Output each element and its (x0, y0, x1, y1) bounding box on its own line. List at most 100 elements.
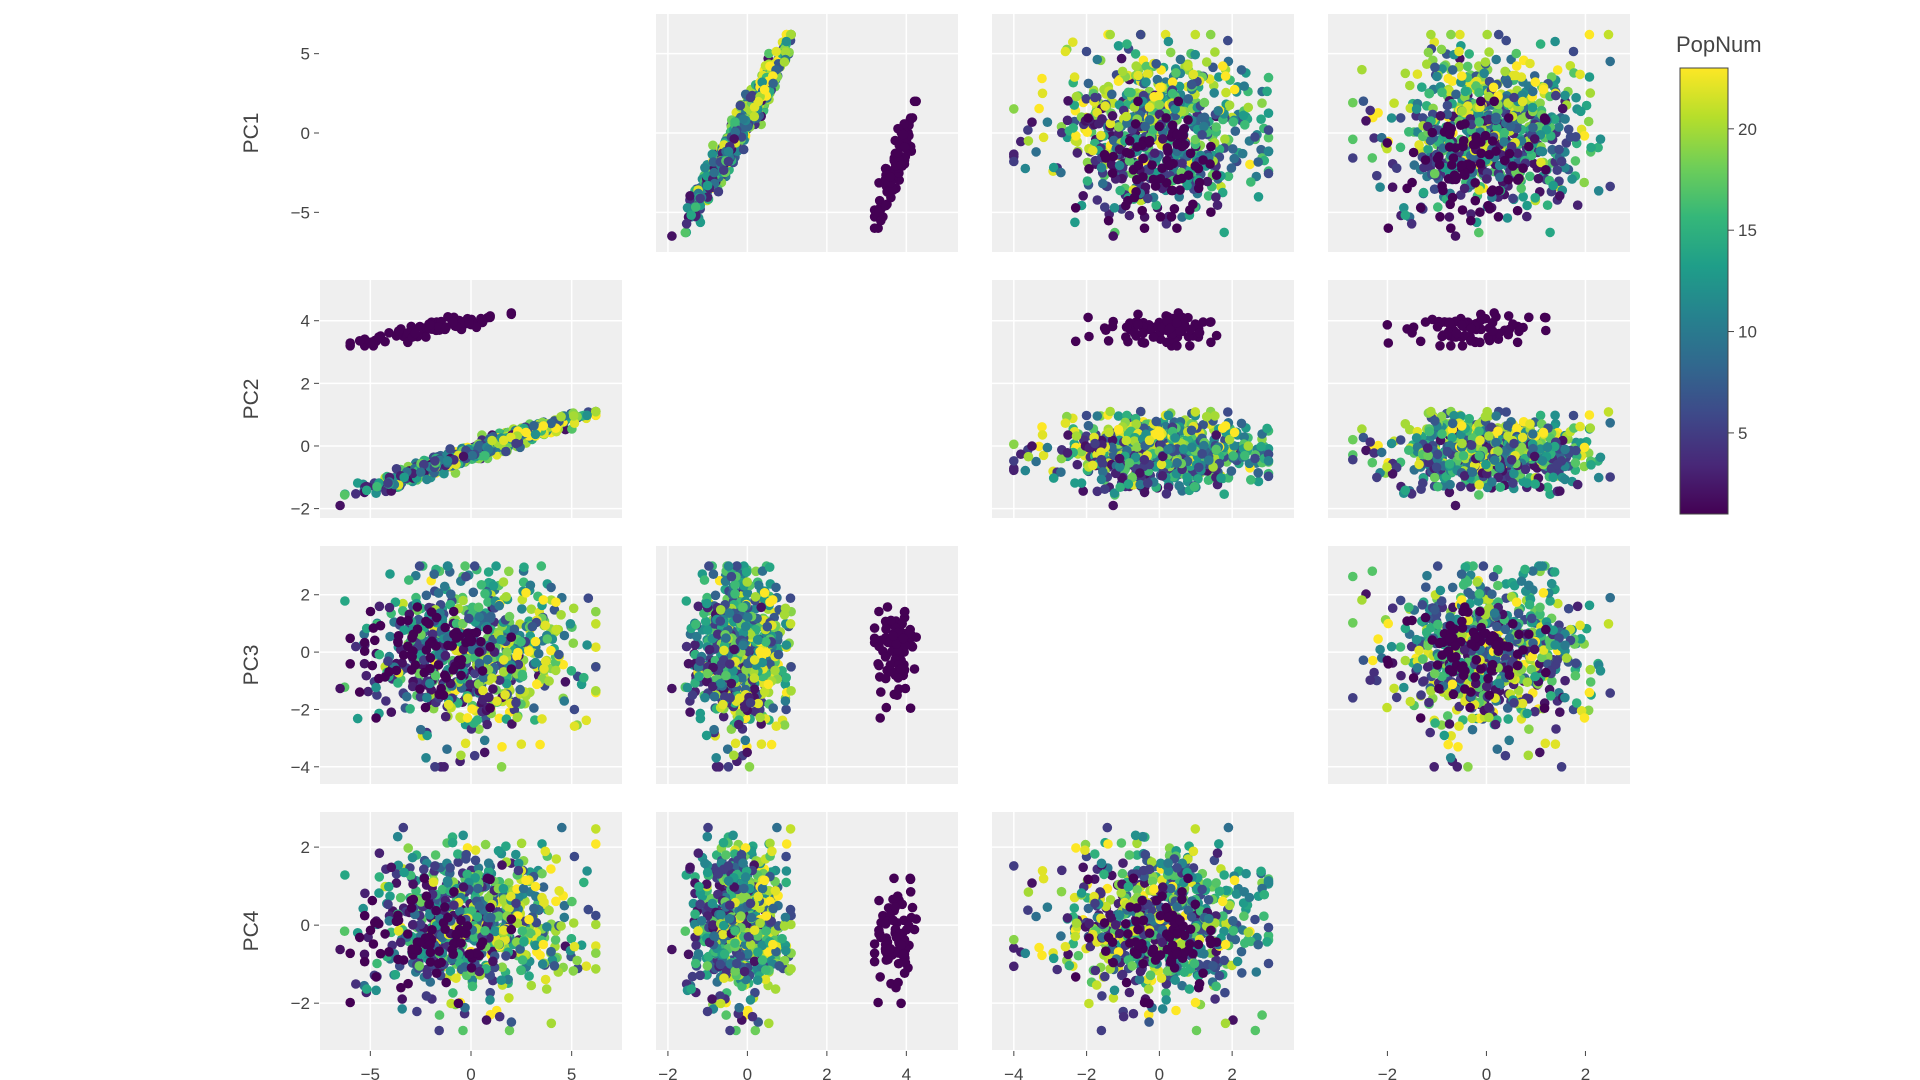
data-point (1253, 192, 1264, 202)
data-point (1042, 442, 1053, 453)
data-point (1088, 460, 1098, 471)
data-point (1535, 410, 1546, 421)
data-point (381, 696, 391, 706)
data-point (1525, 58, 1535, 69)
data-point (1400, 419, 1411, 429)
data-point (485, 311, 496, 321)
data-point (1037, 422, 1047, 432)
data-point (1550, 36, 1560, 47)
data-point (1365, 437, 1375, 447)
data-point (1100, 484, 1110, 495)
data-point (354, 336, 365, 346)
data-point (440, 711, 451, 722)
data-point (1556, 156, 1567, 167)
data-point (1193, 474, 1203, 484)
data-point (1223, 171, 1234, 182)
data-point (873, 223, 883, 233)
data-point (1100, 101, 1110, 111)
data-point (1229, 84, 1240, 95)
data-point (1177, 212, 1187, 222)
data-point (1414, 140, 1424, 150)
data-point (690, 202, 701, 212)
data-point (1493, 212, 1504, 222)
data-point (1435, 212, 1445, 222)
data-point (1484, 47, 1494, 57)
data-point (1081, 46, 1092, 57)
data-point (469, 750, 480, 761)
data-point (1436, 44, 1447, 55)
data-point (707, 149, 718, 160)
data-point (1386, 113, 1397, 123)
data-point (1253, 476, 1264, 487)
data-point (1579, 131, 1590, 141)
data-point (384, 328, 394, 338)
data-point (1221, 87, 1231, 98)
data-point (467, 450, 478, 461)
data-point (1454, 46, 1464, 57)
data-point (374, 649, 385, 660)
data-point (1407, 177, 1417, 188)
data-point (1144, 135, 1155, 146)
data-point (1499, 155, 1510, 166)
data-point (1509, 92, 1519, 103)
data-point (680, 227, 691, 238)
data-point (1457, 106, 1467, 116)
data-point (393, 326, 404, 336)
data-point (361, 485, 372, 496)
data-point (1525, 171, 1535, 182)
data-point (1522, 478, 1532, 488)
data-point (1107, 89, 1117, 100)
data-point (1206, 337, 1216, 348)
data-point (1522, 200, 1532, 211)
data-point (1121, 200, 1131, 211)
data-point (1524, 141, 1534, 152)
data-point (1586, 142, 1596, 153)
data-point (1131, 419, 1141, 430)
data-point (1107, 168, 1118, 178)
data-point (340, 596, 350, 606)
data-point (1263, 168, 1274, 179)
data-point (1480, 57, 1491, 67)
data-point (1593, 186, 1604, 196)
data-point (1220, 421, 1231, 431)
data-point (335, 500, 345, 511)
data-point (1246, 475, 1256, 485)
data-point (1417, 82, 1427, 92)
data-point (1009, 156, 1019, 167)
data-point (1027, 441, 1037, 451)
data-point (1100, 202, 1110, 212)
data-point (1185, 341, 1195, 351)
data-point (1151, 200, 1161, 210)
data-point (1570, 156, 1581, 166)
data-point (439, 468, 449, 479)
data-point (1518, 163, 1528, 173)
data-point (1500, 66, 1510, 77)
data-point (1560, 474, 1570, 485)
data-point (1470, 178, 1480, 188)
data-point (1138, 328, 1148, 339)
data-point (1056, 467, 1066, 478)
data-point (1212, 200, 1223, 210)
data-point (1076, 478, 1087, 488)
data-point (1210, 47, 1220, 57)
data-point (1161, 489, 1172, 499)
data-point (1501, 35, 1511, 46)
data-point (1419, 162, 1429, 173)
data-point (1510, 70, 1521, 81)
data-point (422, 730, 433, 741)
data-point (1158, 451, 1168, 462)
data-point (1082, 176, 1093, 186)
data-point (1535, 39, 1546, 49)
data-point (1466, 440, 1477, 451)
data-point (383, 478, 393, 488)
data-point (1555, 191, 1565, 201)
data-point (1581, 100, 1592, 111)
data-point (1445, 479, 1455, 490)
data-point (1009, 463, 1019, 474)
data-point (1113, 424, 1124, 435)
data-point (1205, 159, 1215, 169)
data-point (1475, 158, 1486, 169)
data-point (1429, 168, 1440, 179)
data-point (1493, 29, 1504, 40)
data-point (1480, 313, 1491, 324)
